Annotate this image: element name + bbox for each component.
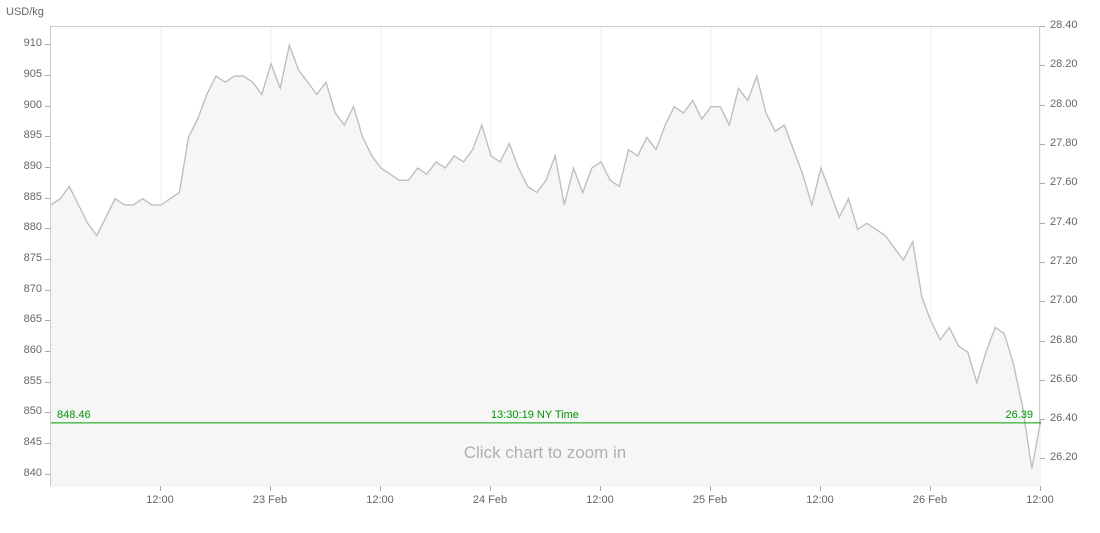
y-left-tick-label: 845 [16,436,42,448]
x-tick-label: 23 Feb [240,494,300,506]
plot-area[interactable]: SILVERPRICE.ORG Click chart to zoom in 8… [50,26,1040,486]
reference-value-left: 848.46 [57,409,91,421]
x-tick-label: 12:00 [570,494,630,506]
y-left-tick-label: 860 [16,344,42,356]
x-tick-label: 26 Feb [900,494,960,506]
y-left-tick-label: 900 [16,99,42,111]
y-right-tick-label: 27.00 [1050,294,1078,306]
x-tick-label: 12:00 [130,494,190,506]
y-axis-left-title: USD/kg [6,6,44,18]
y-right-tick-label: 26.60 [1050,373,1078,385]
y-right-tick-label: 28.20 [1050,58,1078,70]
y-left-tick-label: 870 [16,283,42,295]
y-left-tick-label: 910 [16,37,42,49]
y-left-tick-label: 895 [16,129,42,141]
y-right-tick-label: 27.20 [1050,255,1078,267]
y-left-tick-label: 865 [16,313,42,325]
y-left-tick-label: 855 [16,375,42,387]
x-tick-label: 12:00 [790,494,850,506]
y-left-tick-label: 890 [16,160,42,172]
reference-value-right: 26.39 [1005,409,1033,421]
y-left-tick-label: 875 [16,252,42,264]
y-left-tick-label: 880 [16,221,42,233]
x-tick-label: 12:00 [350,494,410,506]
y-right-tick-label: 26.40 [1050,412,1078,424]
silver-price-chart[interactable]: USD/kg SILVERPRICE.ORG Click chart to zo… [0,0,1100,533]
y-right-tick-label: 26.80 [1050,334,1078,346]
y-right-tick-label: 26.20 [1050,451,1078,463]
y-left-tick-label: 905 [16,68,42,80]
y-right-tick-label: 28.00 [1050,98,1078,110]
y-right-tick-label: 28.40 [1050,19,1078,31]
y-left-tick-label: 840 [16,467,42,479]
y-right-tick-label: 27.60 [1050,176,1078,188]
y-right-tick-label: 27.80 [1050,137,1078,149]
x-tick-label: 25 Feb [680,494,740,506]
y-right-tick-label: 27.40 [1050,216,1078,228]
reference-time-center: 13:30:19 NY Time [491,409,579,421]
x-tick-label: 12:00 [1010,494,1070,506]
x-tick-label: 24 Feb [460,494,520,506]
y-left-tick-label: 850 [16,405,42,417]
y-left-tick-label: 885 [16,191,42,203]
